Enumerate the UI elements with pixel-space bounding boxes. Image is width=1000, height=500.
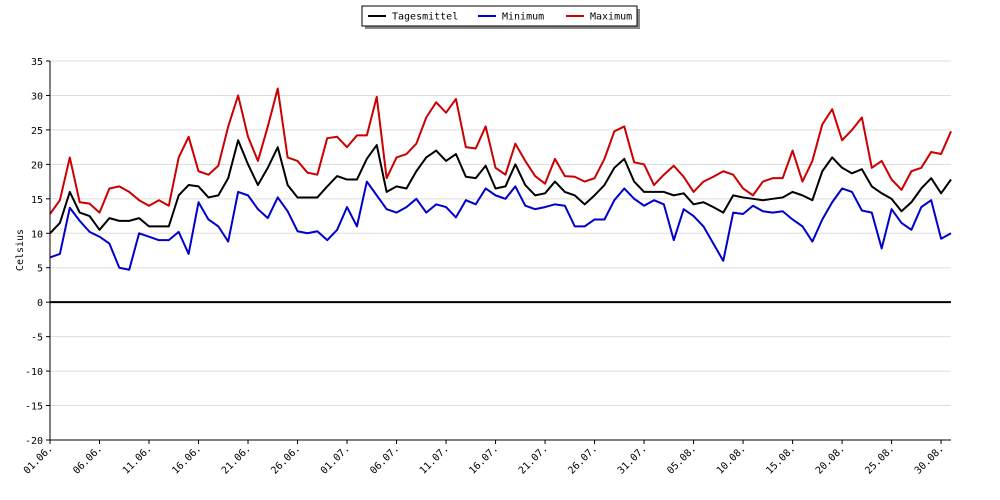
y-tick-label: -5 (31, 333, 43, 344)
x-tick-label: 01.07. (319, 443, 352, 476)
x-tick-label: 11.06. (121, 443, 154, 476)
x-tick-label: 06.07. (368, 443, 401, 476)
y-tick-label: 15 (31, 195, 43, 206)
y-tick-label: 0 (37, 298, 43, 309)
x-tick-label: 11.07. (418, 443, 451, 476)
x-tick-label: 05.08. (665, 443, 698, 476)
y-tick-label: -10 (25, 367, 43, 378)
y-tick-label: 20 (31, 160, 43, 171)
axes (49, 61, 951, 441)
x-tick-label: 26.07. (566, 443, 599, 476)
x-tick-label: 21.06. (220, 443, 253, 476)
x-tick-labels: 01.06. 06.06. 11.06. 16.06. 21.06. 26.06. 01.0… (22, 440, 946, 477)
legend-label-maximum: Maximum (590, 12, 632, 23)
x-tick-label: 20.08. (814, 443, 847, 476)
x-tick-label: 31.07. (616, 443, 649, 476)
y-tick-label: 30 (31, 91, 43, 102)
y-axis-title: Celsius (15, 229, 26, 271)
y-tick-label: 35 (31, 57, 43, 68)
legend-label-minimum: Minimum (502, 12, 544, 23)
grid-lines (50, 60, 951, 407)
series-line-maximum (49, 87, 952, 215)
x-tick-label: 30.08. (913, 443, 946, 476)
y-tick-labels: 35 30 25 20 15 10 5 0 -5 -10 -15 -20 (25, 57, 50, 447)
y-tick-label: -20 (25, 436, 43, 447)
y-tick-label: -15 (25, 402, 43, 413)
legend: Tagesmittel Minimum Maximum (361, 5, 640, 29)
x-tick-label: 06.06. (71, 443, 104, 476)
legend-items: Tagesmittel Minimum Maximum (368, 12, 632, 23)
x-tick-label: 26.06. (269, 443, 302, 476)
series-line-minimum (49, 180, 952, 271)
series-lines (49, 87, 952, 271)
x-tick-label: 25.08. (863, 443, 896, 476)
x-tick-label: 16.06. (170, 443, 203, 476)
x-tick-label: 16.07. (467, 443, 500, 476)
x-tick-label: 10.08. (715, 443, 748, 476)
legend-label-tagesmittel: Tagesmittel (392, 12, 458, 23)
y-tick-label: 25 (31, 126, 43, 137)
y-tick-label: 10 (31, 229, 43, 240)
legend-box (361, 5, 638, 27)
series-line-tagesmittel (49, 139, 952, 234)
x-tick-label: 15.08. (764, 443, 797, 476)
x-tick-label: 21.07. (517, 443, 550, 476)
x-tick-label: 01.06. (22, 443, 55, 476)
y-tick-label: 5 (37, 264, 43, 275)
